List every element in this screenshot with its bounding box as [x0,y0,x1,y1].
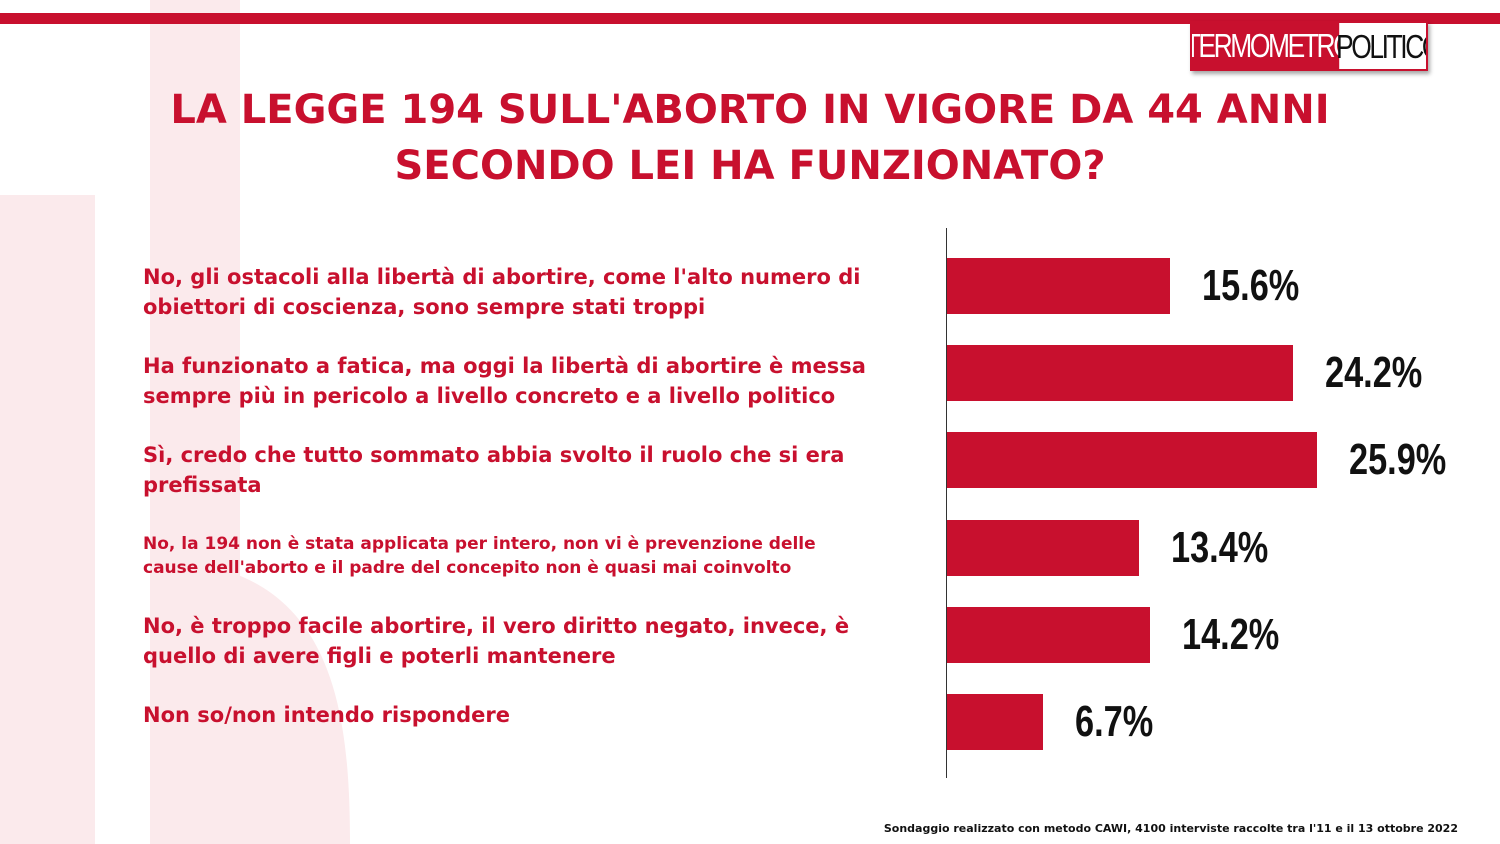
value-label-3: 25.9% [1349,435,1447,484]
category-label-4-line-1: No, la 194 non è stata applicata per int… [143,534,816,554]
termometro-politico-logo: TERMOMETRO POLITICO [1190,21,1428,71]
category-label-2-line-2: sempre più in pericolo a livello concret… [143,384,836,408]
category-label-4-line-2: cause dell'aborto e il padre del concepi… [143,558,792,578]
survey-footnote: Sondaggio realizzato con metodo CAWI, 41… [883,822,1458,835]
category-label-1: No, gli ostacoli alla libertà di abortir… [143,262,943,322]
background-decoration [0,0,350,844]
bar-2 [947,345,1293,401]
value-label-1: 15.6% [1202,261,1300,310]
bar-1 [947,258,1170,314]
value-label-2: 24.2% [1325,348,1423,397]
y-axis-line [946,228,947,778]
value-label-4: 13.4% [1171,523,1269,572]
chart-title: LA LEGGE 194 SULL'ABORTO IN VIGORE DA 44… [0,82,1500,194]
category-label-5-line-2: quello di avere figli e poterli mantener… [143,644,616,668]
bar-6 [947,694,1043,750]
value-label-6: 6.7% [1075,697,1154,746]
category-label-1-line-1: No, gli ostacoli alla libertà di abortir… [143,265,861,289]
bar-3 [947,432,1317,488]
chart-title-line-1: LA LEGGE 194 SULL'ABORTO IN VIGORE DA 44… [170,87,1330,133]
category-label-3-line-1: Sì, credo che tutto sommato abbia svolto… [143,443,845,467]
category-label-3: Sì, credo che tutto sommato abbia svolto… [143,440,943,500]
bar-4 [947,520,1139,576]
category-label-2-line-1: Ha funzionato a fatica, ma oggi la liber… [143,354,866,378]
category-label-5-line-1: No, è troppo facile abortire, il vero di… [143,614,850,638]
category-label-5: No, è troppo facile abortire, il vero di… [143,611,943,671]
chart-title-line-2: SECONDO LEI HA FUNZIONATO? [394,143,1106,189]
category-label-6: Non so/non intendo rispondere [143,700,943,730]
logo-part-politico: POLITICO [1336,28,1426,65]
top-red-band [0,13,1500,24]
logo-part-termometro: TERMOMETRO [1192,23,1354,69]
bar-5 [947,607,1150,663]
value-label-5: 14.2% [1182,610,1280,659]
category-label-4: No, la 194 non è stata applicata per int… [143,532,943,580]
category-label-2: Ha funzionato a fatica, ma oggi la liber… [143,351,943,411]
category-label-6-line-1: Non so/non intendo rispondere [143,703,510,727]
category-label-1-line-2: obiettori di coscienza, sono sempre stat… [143,295,706,319]
category-label-3-line-2: prefissata [143,473,262,497]
